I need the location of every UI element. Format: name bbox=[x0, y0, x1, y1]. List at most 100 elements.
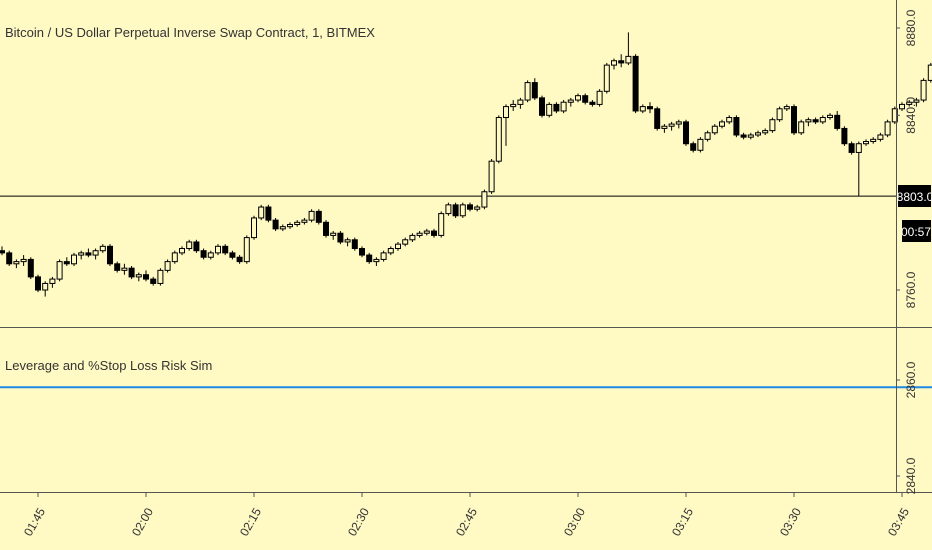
candle bbox=[733, 115, 740, 138]
candle bbox=[114, 261, 121, 273]
candle-body bbox=[287, 224, 293, 228]
candle-body bbox=[877, 134, 884, 140]
candle bbox=[827, 113, 833, 120]
candle-body bbox=[423, 230, 430, 234]
candle-body bbox=[200, 250, 207, 258]
candle-body bbox=[236, 256, 243, 263]
candle bbox=[186, 239, 193, 251]
candle bbox=[834, 110, 841, 131]
candle-body bbox=[380, 252, 387, 260]
candle-body bbox=[740, 134, 747, 138]
candle-body bbox=[539, 97, 545, 116]
candle bbox=[56, 259, 63, 282]
candle-body bbox=[143, 274, 149, 280]
candle bbox=[387, 246, 394, 256]
candle-body bbox=[755, 132, 761, 136]
countdown-label: 00:57 bbox=[901, 225, 931, 239]
candle-body bbox=[488, 160, 495, 193]
candle bbox=[495, 115, 502, 164]
candle bbox=[251, 215, 257, 240]
candle-body bbox=[409, 234, 416, 241]
candle bbox=[6, 250, 13, 266]
candle-body bbox=[618, 60, 625, 64]
candle bbox=[567, 97, 574, 107]
candle-body bbox=[114, 263, 121, 271]
candle-body bbox=[459, 204, 466, 217]
candle bbox=[351, 237, 358, 251]
candle bbox=[899, 102, 905, 111]
candle bbox=[510, 100, 517, 111]
candle bbox=[35, 274, 41, 293]
candle bbox=[323, 220, 329, 238]
candle-body bbox=[711, 125, 718, 134]
candle-body bbox=[575, 95, 581, 101]
candle-body bbox=[690, 143, 697, 151]
candle-body bbox=[920, 79, 927, 101]
candle-body bbox=[351, 239, 358, 250]
candle bbox=[863, 139, 869, 146]
candle-body bbox=[135, 274, 142, 278]
candle bbox=[711, 124, 718, 135]
candle bbox=[719, 119, 725, 129]
candle-body bbox=[603, 64, 610, 92]
candle bbox=[272, 217, 279, 232]
candle-body bbox=[791, 106, 797, 134]
candle bbox=[819, 115, 826, 125]
candle bbox=[848, 141, 855, 155]
candle-body bbox=[611, 60, 617, 66]
candle bbox=[474, 204, 481, 212]
candle bbox=[366, 252, 373, 264]
candle bbox=[402, 237, 409, 247]
candle bbox=[78, 250, 85, 260]
candle bbox=[927, 62, 932, 83]
candle-body bbox=[20, 258, 27, 263]
candle-body bbox=[171, 252, 178, 263]
candle-body bbox=[913, 99, 920, 103]
candle bbox=[42, 281, 49, 297]
candle-body bbox=[186, 241, 193, 250]
candle-body bbox=[35, 276, 41, 291]
candle bbox=[920, 78, 927, 103]
candle-body bbox=[647, 106, 653, 110]
candle-body bbox=[107, 245, 113, 265]
candle-body bbox=[675, 121, 682, 125]
candle-body bbox=[431, 230, 437, 236]
candle-body bbox=[128, 267, 135, 278]
last-price-tag-bg bbox=[898, 185, 931, 207]
candle bbox=[870, 137, 877, 144]
candle-body bbox=[445, 204, 452, 215]
candle-body bbox=[704, 132, 711, 140]
candle-body bbox=[625, 55, 632, 64]
candle-body bbox=[531, 82, 538, 99]
candle bbox=[63, 257, 70, 266]
candle-body bbox=[726, 117, 733, 123]
candle bbox=[171, 250, 178, 264]
candle-body bbox=[193, 241, 200, 252]
candle bbox=[236, 255, 243, 264]
candle-body bbox=[279, 226, 286, 230]
candle bbox=[265, 204, 272, 223]
candle-body bbox=[596, 90, 603, 105]
candle-body bbox=[56, 261, 63, 280]
candle-body bbox=[258, 206, 265, 219]
candle bbox=[488, 159, 495, 194]
candle bbox=[632, 54, 639, 114]
indicator-y-tick-label: 2860.0 bbox=[904, 361, 918, 398]
candle bbox=[445, 202, 452, 216]
candle bbox=[747, 132, 754, 140]
candle bbox=[128, 265, 135, 280]
candle bbox=[121, 263, 128, 275]
candle bbox=[805, 117, 812, 127]
candle-body bbox=[92, 250, 99, 256]
last-price-label: 8803.0 bbox=[897, 190, 932, 204]
candle-body bbox=[697, 138, 704, 151]
candle-body bbox=[71, 254, 77, 265]
candle bbox=[481, 189, 488, 210]
candle bbox=[107, 244, 113, 266]
candle bbox=[575, 93, 581, 103]
candle-body bbox=[387, 248, 394, 254]
price-candles bbox=[0, 32, 932, 297]
candle bbox=[13, 259, 20, 269]
candle-body bbox=[884, 121, 891, 136]
